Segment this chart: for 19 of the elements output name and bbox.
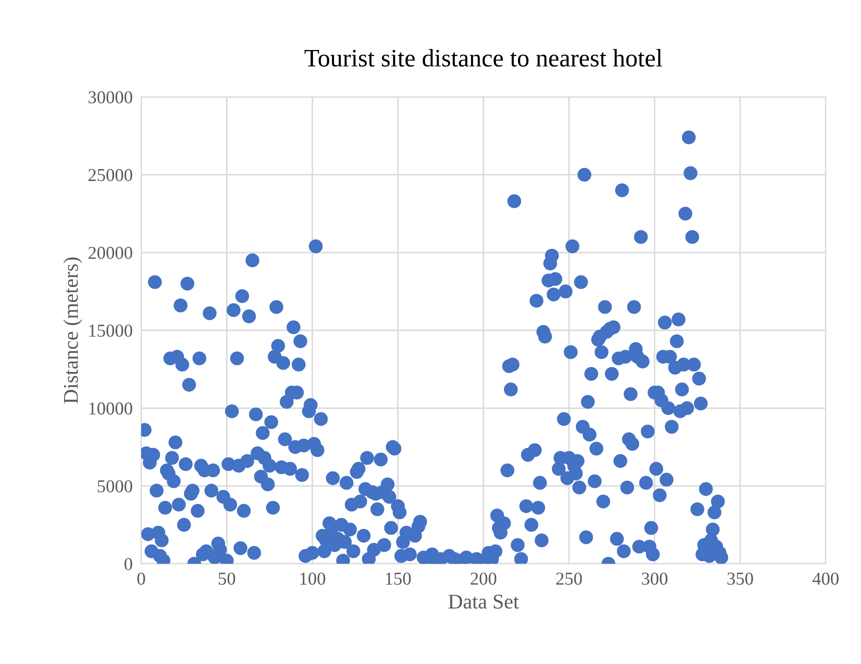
chart-title: Tourist site distance to nearest hotel	[304, 49, 662, 67]
x-tick-label: 150	[386, 572, 411, 585]
y-axis-title: Distance (meters)	[63, 258, 82, 404]
x-tick-label: 50	[218, 572, 236, 585]
x-tick-label: 300	[642, 572, 668, 585]
x-tick-label: 400	[812, 572, 839, 585]
x-tick-label: 0	[137, 572, 146, 585]
y-tick-label: 25000	[88, 169, 132, 182]
x-axis-title: Data Set	[448, 594, 519, 609]
x-tick-label: 350	[727, 572, 753, 585]
y-tick-label: 5000	[98, 480, 132, 492]
y-tick-label: 10000	[89, 402, 132, 415]
y-tick-label: 15000	[89, 324, 132, 337]
x-tick-label: 250	[556, 572, 582, 585]
x-tick-label: 100	[300, 572, 326, 585]
y-tick-label: 30000	[88, 91, 132, 104]
y-tick-label: 0	[124, 558, 132, 570]
y-tick-label: 20000	[88, 246, 132, 259]
x-tick-label: 200	[470, 572, 496, 585]
